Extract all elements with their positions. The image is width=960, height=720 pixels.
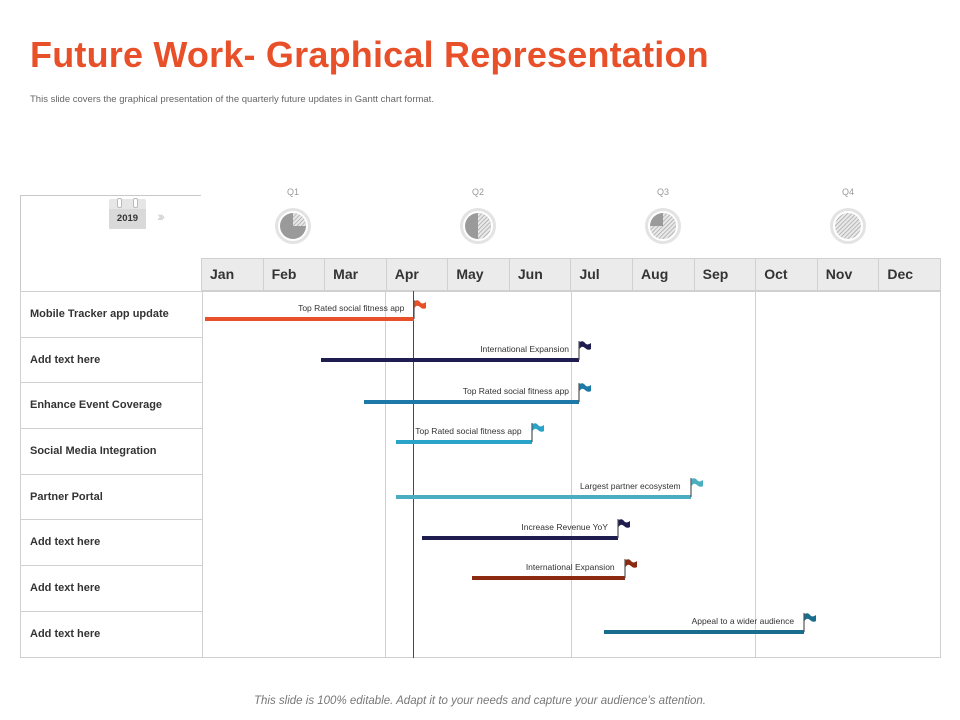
month-header-cell: Jun — [510, 259, 572, 290]
slide-subtitle: This slide covers the graphical presenta… — [30, 94, 434, 105]
quarter-pie-icon — [460, 208, 496, 244]
gantt-bar-label: Top Rated social fitness app — [462, 386, 570, 396]
month-header-cell: Apr — [387, 259, 449, 290]
gantt-grid: Mobile Tracker app update Add text here En… — [20, 291, 941, 658]
month-header-cell: Feb — [264, 259, 326, 290]
gantt-bar — [604, 630, 805, 634]
gantt-bar-label: International Expansion — [525, 562, 615, 572]
flag-icon — [413, 299, 427, 319]
gantt-bar — [421, 536, 618, 540]
month-header-cell: Jul — [571, 259, 634, 290]
gantt-bar-label: Increase Revenue YoY — [521, 522, 608, 532]
flag-icon — [578, 340, 592, 360]
today-marker-line — [413, 291, 414, 658]
task-row-label: Add text here — [21, 338, 202, 384]
flag-icon — [690, 477, 704, 497]
task-row-label: Social Media Integration — [21, 429, 202, 475]
slide-title: Future Work- Graphical Representation — [30, 34, 709, 75]
quarter-label: Q2 — [471, 187, 484, 197]
task-row-label: Add text here — [30, 627, 101, 640]
gantt-bar-label: International Expansion — [480, 344, 570, 354]
quarter-divider — [385, 292, 386, 657]
quarter-label: Q3 — [656, 187, 669, 197]
quarter-label: Q1 — [286, 187, 299, 197]
gantt-bar — [396, 495, 691, 499]
month-header-cell: Jan — [202, 259, 264, 290]
quarter-divider — [755, 292, 756, 657]
task-row-label: Partner Portal — [21, 475, 202, 521]
month-header-cell: May — [448, 259, 510, 290]
gantt-bar — [396, 440, 532, 444]
gantt-bar — [471, 576, 625, 580]
flag-icon — [803, 612, 817, 632]
year-label: 2019 — [109, 209, 146, 229]
quarter-pie-icon — [645, 208, 681, 244]
task-row-label: Add text here — [21, 520, 202, 567]
flag-icon — [578, 382, 592, 402]
footer-note: This slide is 100% editable. Adapt it to… — [254, 695, 706, 707]
gantt-bar-label: Top Rated social fitness app — [415, 426, 522, 436]
calendar-icon: 2019 — [109, 198, 146, 229]
gantt-bar — [205, 317, 415, 321]
task-row-label: Enhance Event Coverage — [21, 383, 202, 430]
month-header: Jan Feb Mar Apr May Jun Jul Aug Sep Oct Nov Dec — [201, 258, 941, 291]
flag-icon — [530, 422, 545, 442]
month-header-cell: Dec — [887, 266, 914, 282]
quarter-label: Q4 — [841, 187, 854, 197]
chevron-right-icon: ››› — [157, 208, 165, 224]
gantt-bar — [321, 358, 580, 362]
quarter-pie-icon — [275, 208, 311, 244]
gantt-bar-label: Appeal to a wider audience — [691, 616, 795, 626]
task-row-label: Add text here — [21, 566, 202, 612]
gantt-bar-label: Largest partner ecosystem — [580, 481, 681, 491]
month-header-cell: Nov — [818, 259, 880, 290]
month-header-cell: Aug — [633, 259, 695, 290]
gantt-bar-label: Top Rated social fitness app — [298, 303, 405, 313]
month-header-cell: Mar — [325, 259, 387, 290]
task-row-label: Mobile Tracker app update — [21, 292, 202, 338]
flag-icon — [624, 558, 638, 578]
quarter-divider — [571, 292, 572, 657]
task-column: Mobile Tracker app update Add text here En… — [21, 292, 203, 657]
gantt-bar — [364, 400, 579, 404]
quarter-pie-icon — [830, 208, 866, 244]
year-box — [20, 195, 201, 291]
month-header-cell: Sep — [695, 259, 757, 290]
flag-icon — [617, 518, 631, 538]
month-header-cell: Oct — [756, 259, 818, 290]
